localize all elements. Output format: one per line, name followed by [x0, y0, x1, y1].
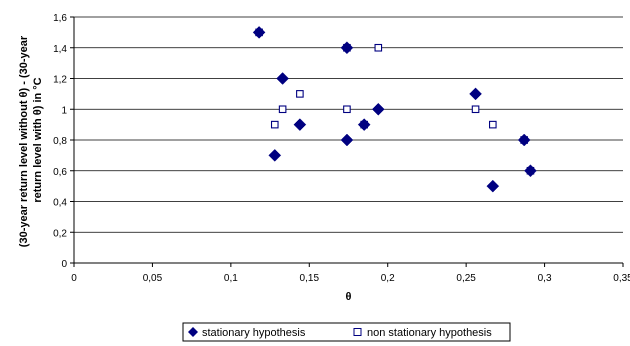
data-point-diamond	[486, 179, 500, 193]
data-point-square	[471, 105, 480, 114]
x-axis-title: θ	[346, 291, 352, 303]
data-point-diamond	[252, 26, 266, 39]
data-point-diamond	[293, 118, 307, 131]
data-point-diamond	[340, 41, 354, 55]
y-tick-label: 1,4	[53, 44, 67, 55]
y-tick-label: 0,8	[53, 136, 67, 147]
data-point-square	[296, 90, 304, 98]
x-tick-label: 0,35	[613, 273, 630, 284]
y-tick-label: 0	[61, 259, 67, 270]
data-point-diamond	[524, 164, 537, 178]
data-point-square	[278, 105, 287, 114]
x-tick-label: 0,1	[224, 273, 238, 284]
series-stationary	[252, 26, 537, 193]
y-axis-title-line-2: return level with θ) in °C	[32, 77, 44, 202]
y-axis-title: (30-year return level without θ) - (30-y…	[18, 33, 44, 247]
x-tick-label: 0	[71, 273, 77, 284]
y-tick-label: 1,6	[53, 13, 67, 24]
x-tick-label: 0,05	[143, 273, 163, 284]
series-non-stationary	[255, 28, 535, 175]
x-tick-label: 0,3	[538, 273, 552, 284]
y-tick-labels: 0 0,2 0,4 0,6 0,8 1 1,2 1,4 1,6	[53, 13, 67, 270]
y-tick-label: 1	[61, 105, 67, 116]
y-tick-label: 0,6	[53, 167, 67, 178]
data-point-diamond	[517, 133, 531, 147]
data-point-square	[489, 120, 497, 129]
legend-label-stationary: stationary hypothesis	[202, 327, 306, 339]
x-tick-label: 0,25	[456, 273, 476, 284]
data-point-diamond	[268, 149, 282, 162]
data-point-diamond	[469, 87, 482, 101]
data-point-square	[374, 43, 383, 52]
data-point-square	[270, 120, 279, 129]
y-tick-label: 0,4	[53, 198, 67, 209]
y-tick-label: 0,2	[53, 228, 67, 239]
x-tick-labels: 0 0,05 0,1 0,15 0,2 0,25 0,3 0,35	[71, 273, 630, 284]
legend: stationary hypothesis non stationary hyp…	[182, 322, 511, 342]
data-point-diamond	[340, 133, 354, 147]
legend-label-non-stationary: non stationary hypothesis	[367, 327, 492, 339]
y-tick-label: 1,2	[53, 75, 67, 86]
data-point-diamond	[371, 102, 385, 116]
data-point-diamond	[357, 118, 371, 131]
data-point-diamond	[276, 72, 289, 85]
legend-marker-hollow-square	[353, 328, 362, 336]
x-tick-label: 0,2	[381, 273, 395, 284]
legend-marker-filled-diamond	[188, 327, 198, 337]
legend-box	[182, 322, 511, 342]
x-tick-label: 0,15	[300, 273, 320, 284]
data-point-square	[343, 105, 351, 114]
axes	[70, 16, 624, 267]
y-axis-title-line-1: (30-year return level without θ) - (30-y…	[18, 35, 30, 247]
